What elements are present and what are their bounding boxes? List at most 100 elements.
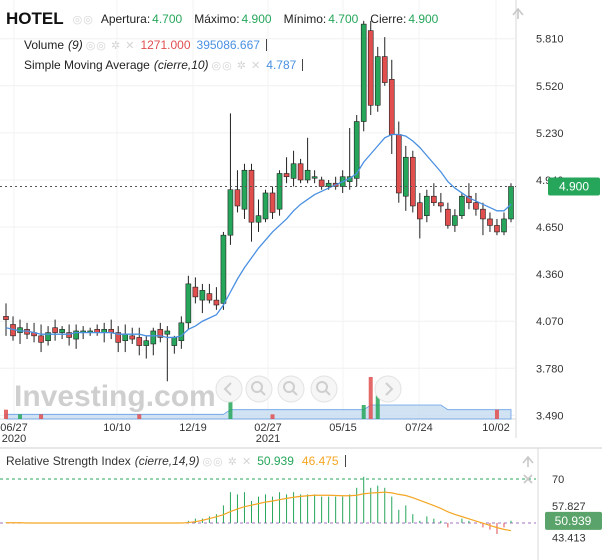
- legend-cursor: [265, 39, 267, 51]
- time-tick-label: 12/19: [179, 422, 207, 434]
- candle-body: [438, 202, 444, 207]
- time-tick-label: 10/02: [482, 422, 510, 434]
- candle-body: [452, 215, 458, 226]
- close-icon[interactable]: [523, 474, 533, 484]
- sma-layer: [5, 133, 512, 339]
- candle-body: [459, 195, 465, 216]
- time-tick-label: 10/10: [103, 422, 131, 434]
- low-label: Mínimo:: [283, 12, 327, 26]
- candle-body: [395, 134, 402, 194]
- candle-body: [122, 333, 129, 342]
- candle-body: [164, 330, 171, 335]
- volume-legend: Volume (9) ◎◎ ✲ ✕ 1271.000 395086.667: [6, 38, 267, 52]
- eye-icon[interactable]: ◎◎: [72, 13, 94, 26]
- rsi-badge-label: 50.939: [555, 514, 592, 528]
- volume-bar: [137, 414, 142, 419]
- candle-body: [192, 286, 199, 298]
- candle-body: [473, 202, 479, 210]
- candle-body: [297, 163, 304, 181]
- candle-body: [501, 218, 507, 233]
- rsi-tick-label: 43.413: [552, 532, 586, 544]
- time-tick-label: 02/27: [254, 422, 282, 434]
- rsi-legend: Relative Strength Index (cierre,14,9) ◎◎…: [6, 454, 346, 468]
- price-tick-label: 4.360: [536, 269, 564, 281]
- arrow-up-icon[interactable]: [512, 7, 524, 19]
- candle-body: [508, 186, 514, 220]
- rsi-value-2: 46.475: [301, 454, 339, 468]
- volume-param: (9): [68, 38, 83, 52]
- rsi-tick-label: 57.827: [552, 501, 586, 513]
- candle-body: [178, 322, 185, 342]
- high-label: Máximo:: [194, 12, 240, 26]
- volume-label: Volume: [24, 38, 65, 52]
- close-value: 4.900: [408, 12, 439, 26]
- candle-body: [290, 163, 297, 179]
- candle-body: [381, 56, 388, 83]
- volume-bar: [228, 391, 233, 419]
- price-tick-label: 3.490: [536, 410, 564, 422]
- candle-body: [59, 329, 65, 333]
- settings-icon[interactable]: ◎◎ ✲ ✕: [85, 39, 136, 52]
- rsi-label: Relative Strength Index: [6, 454, 131, 468]
- volume-bar: [361, 405, 366, 419]
- legend-cursor: [344, 455, 346, 467]
- candle-body: [304, 169, 311, 181]
- candle-body: [276, 173, 283, 210]
- time-tick-label: 05/15: [329, 422, 357, 434]
- candle-body: [410, 156, 416, 207]
- volume-value-2: 395086.667: [196, 38, 260, 52]
- panel-icons: [512, 7, 534, 484]
- rsi-panel: 70 57.827 43.413 50.939: [0, 447, 602, 560]
- candle-body: [431, 195, 437, 204]
- candle-layer: [3, 20, 514, 382]
- candle-body: [3, 316, 9, 320]
- nav-forward-icon[interactable]: [374, 375, 402, 403]
- sma-param: (cierre,10): [153, 58, 209, 72]
- time-tick-year: 2020: [2, 433, 26, 445]
- time-tick-label: 06/27: [0, 422, 28, 434]
- nav-back-icon[interactable]: [215, 375, 243, 403]
- candle-body: [45, 332, 51, 342]
- candle-body: [255, 215, 262, 223]
- low-value: 4.700: [328, 12, 359, 26]
- candle-body: [213, 299, 220, 306]
- navigation-controls: [215, 375, 402, 403]
- high-value: 4.900: [241, 12, 272, 26]
- candle-body: [283, 173, 290, 178]
- volume-bar: [4, 409, 8, 419]
- candle-body: [199, 290, 206, 301]
- candle-body: [115, 332, 122, 343]
- candle-body: [424, 195, 430, 216]
- open-label: Apertura:: [100, 12, 151, 26]
- arrow-up-icon[interactable]: [522, 455, 534, 467]
- zoom-reset-icon[interactable]: [277, 375, 305, 403]
- candle-body: [262, 192, 269, 220]
- zoom-in-icon[interactable]: [245, 375, 273, 403]
- candle-body: [494, 225, 500, 233]
- price-tick-label: 5.520: [536, 81, 564, 93]
- candle-body: [73, 330, 79, 340]
- volume-bar: [494, 409, 499, 419]
- candle-body: [374, 56, 381, 106]
- watermark-layer: Investing.com: [14, 380, 216, 413]
- candle-body: [241, 169, 248, 210]
- candle-body: [311, 176, 318, 179]
- badge-layer: 4.900: [0, 177, 600, 196]
- volume-average-area: [5, 404, 512, 420]
- settings-icon[interactable]: ◎◎ ✲ ✕: [211, 59, 262, 72]
- open-value: 4.700: [152, 12, 183, 26]
- candle-body: [417, 202, 423, 220]
- candle-body: [248, 169, 255, 223]
- candle-body: [136, 337, 143, 346]
- sma-value: 4.787: [266, 58, 297, 72]
- sma-label: Simple Moving Average: [24, 58, 150, 72]
- candle-body: [129, 335, 136, 340]
- time-tick-year: 2021: [256, 433, 280, 445]
- rsi-badge: [545, 511, 602, 530]
- zoom-out-icon[interactable]: [310, 375, 338, 403]
- legend-cursor: [302, 59, 304, 71]
- settings-icon[interactable]: ◎◎ ✲ ✕: [202, 455, 253, 468]
